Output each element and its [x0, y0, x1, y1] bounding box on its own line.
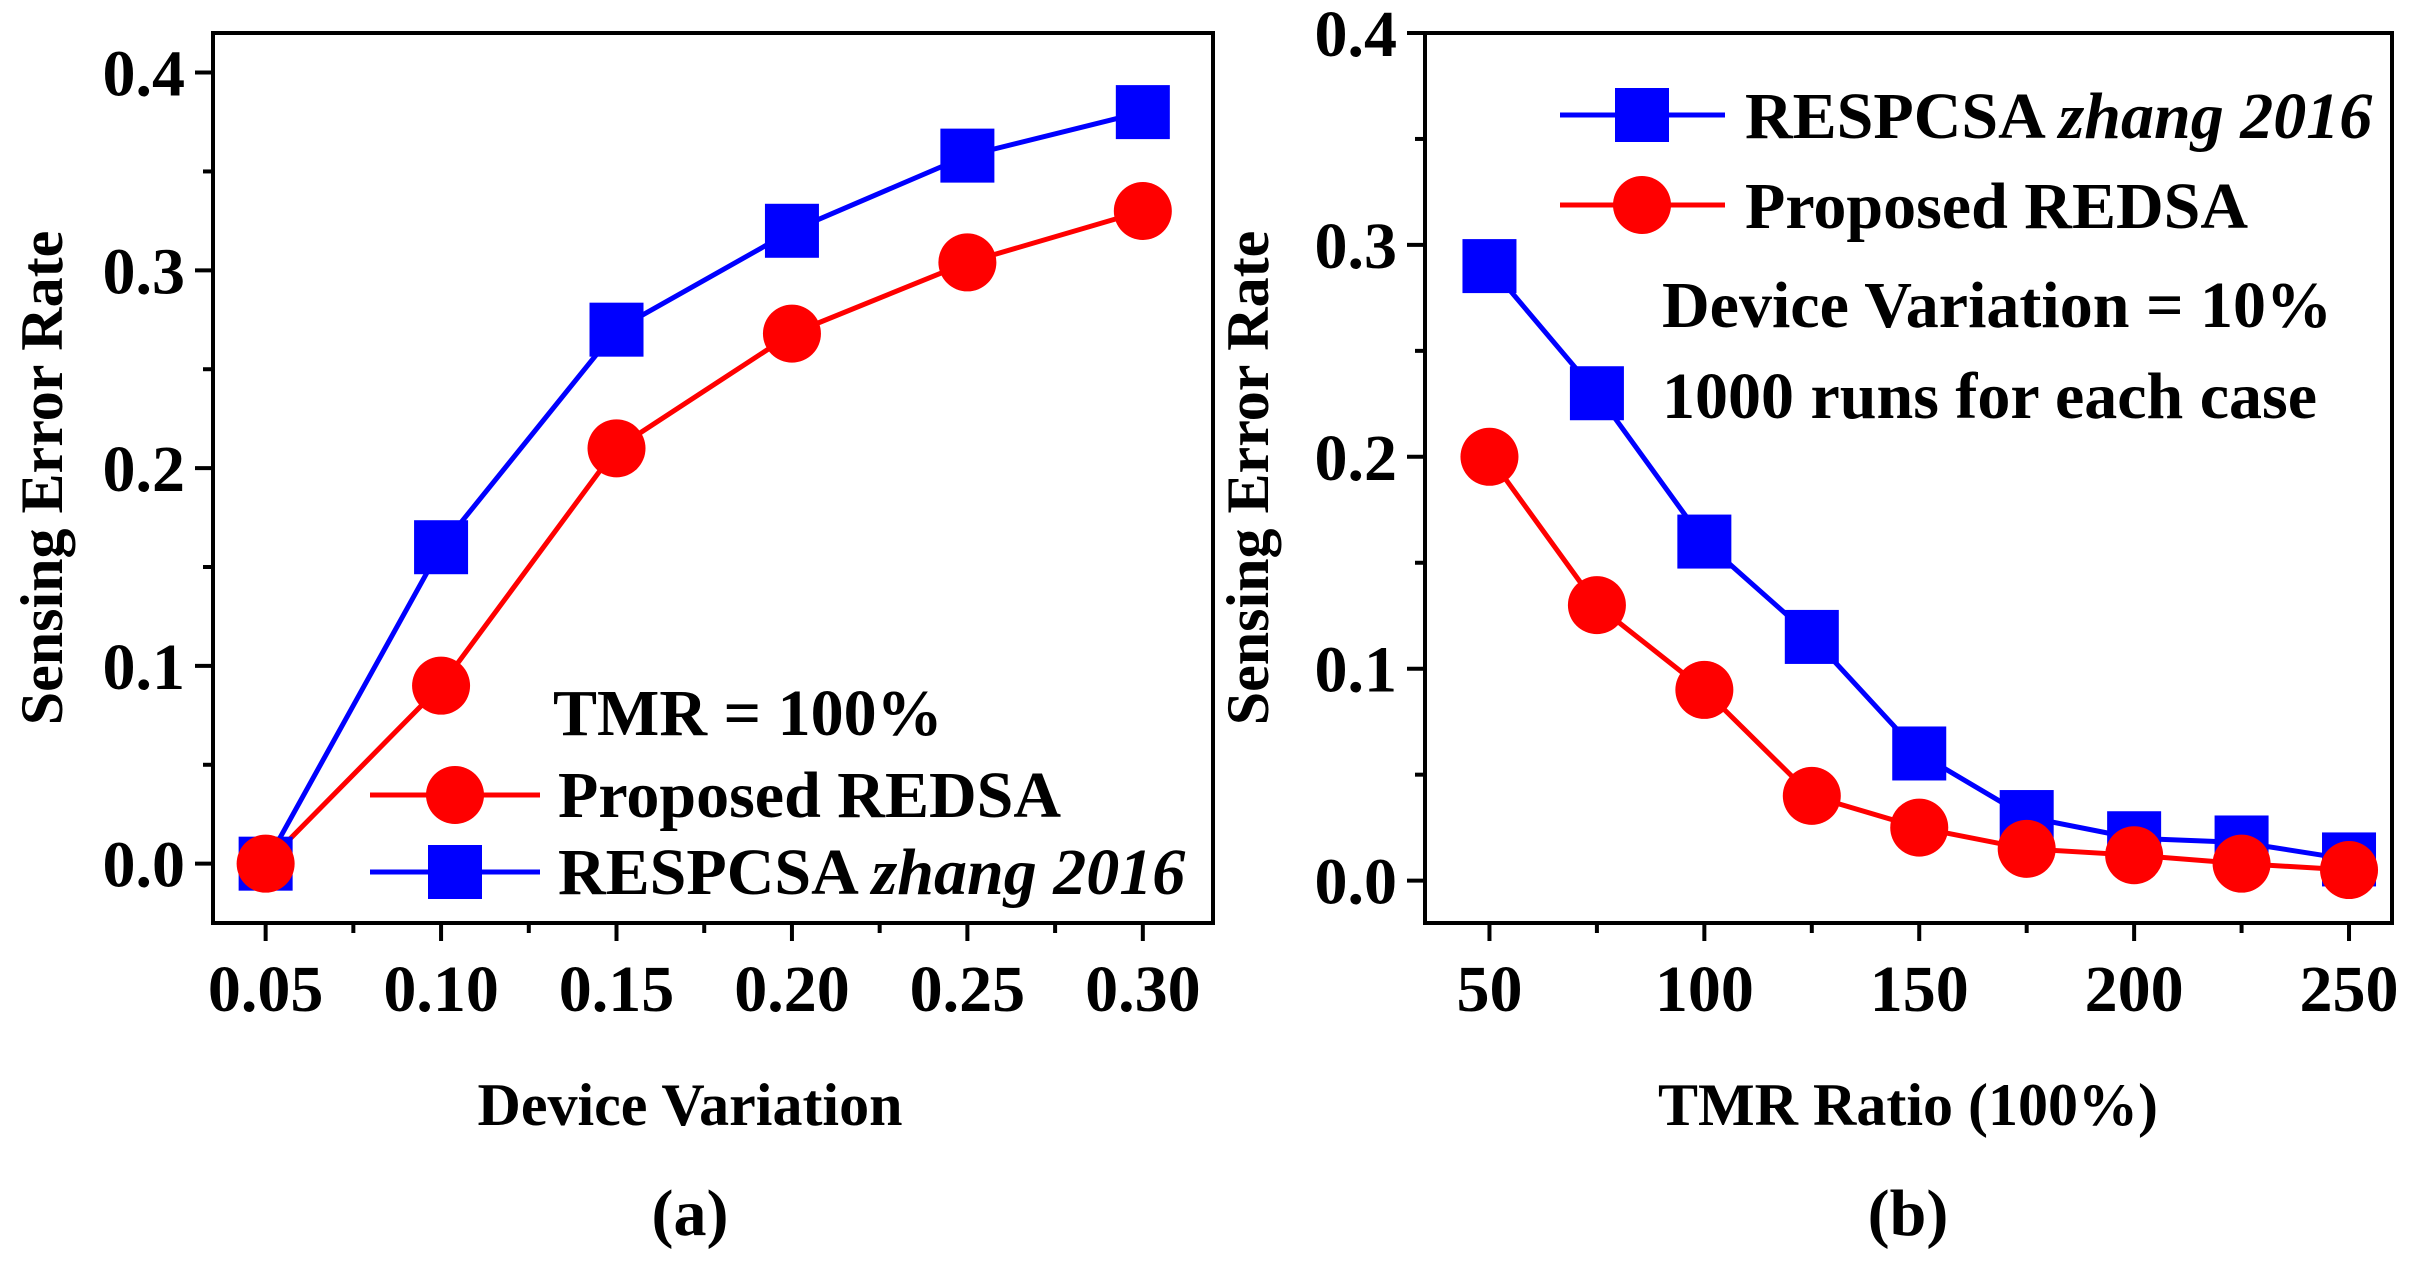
- chart-a-legend-entry-respcsa: RESPCSA zhang 2016: [370, 836, 1185, 909]
- chart-b-x-tick-label: 250: [2300, 953, 2399, 1026]
- chart-a-point-respcsa: [589, 302, 644, 357]
- chart-a-legend-marker-redsa: [426, 766, 484, 824]
- chart-b-legend-entry-redsa: Proposed REDSA: [1560, 170, 2248, 243]
- chart-b-x-tick-label: 50: [1456, 953, 1522, 1026]
- chart-b-legend-marker-respcsa: [1615, 88, 1669, 142]
- chart-a-point-redsa: [587, 419, 646, 478]
- chart-b-point-respcsa: [1892, 726, 1947, 781]
- chart-a-legend: TMR = 100% Proposed REDSA RESPCSA zhang …: [370, 677, 1185, 909]
- chart-a-point-respcsa: [764, 203, 819, 258]
- chart-b: 50 100 150 200 250 0.0 0.1 0.2 0.3 0.4 T…: [1215, 0, 2399, 1250]
- chart-a-x-tick-label: 0.30: [1085, 953, 1201, 1026]
- chart-a-tick-labels: 0.05 0.10 0.15 0.20 0.25 0.30 0.0 0.1 0.…: [103, 38, 1201, 1026]
- chart-a-y-tick-label: 0.1: [103, 631, 186, 704]
- chart-a-legend-label-respcsa: RESPCSA zhang 2016: [558, 836, 1185, 909]
- chart-a-point-redsa: [236, 834, 295, 893]
- chart-b-series: [1460, 239, 2379, 900]
- chart-a-legend-label-redsa: Proposed REDSA: [558, 759, 1061, 832]
- chart-a-x-tick-label: 0.25: [910, 953, 1026, 1026]
- chart-a-x-tick-label: 0.05: [208, 953, 324, 1026]
- chart-a-y-tick-label: 0.2: [103, 433, 186, 506]
- chart-a-x-tick-label: 0.15: [559, 953, 675, 1026]
- chart-a-y-tick-label: 0.4: [103, 38, 186, 111]
- chart-a-y-tick-label: 0.3: [103, 235, 186, 308]
- chart-a-point-respcsa: [414, 520, 469, 575]
- chart-a-x-tick-label: 0.10: [383, 953, 499, 1026]
- chart-a-point-redsa: [412, 656, 471, 715]
- chart-a-series-line-redsa: [263, 208, 1144, 866]
- chart-b-legend-label-respcsa: RESPCSA zhang 2016: [1745, 80, 2372, 153]
- chart-b-annotation-runs: 1000 runs for each case: [1662, 360, 2317, 433]
- chart-b-y-tick-label: 0.4: [1315, 0, 1398, 71]
- chart-b-tick-labels: 50 100 150 200 250 0.0 0.1 0.2 0.3 0.4: [1315, 0, 2399, 1026]
- chart-a: 0.05 0.10 0.15 0.20 0.25 0.30 0.0 0.1 0.…: [9, 31, 1215, 1250]
- chart-a-y-axis-title: Sensing Error Rate: [9, 231, 75, 725]
- chart-b-point-redsa: [1460, 427, 1519, 486]
- chart-b-point-redsa: [2105, 826, 2164, 885]
- chart-b-point-redsa: [1675, 660, 1734, 719]
- chart-b-legend-entry-respcsa: RESPCSA zhang 2016: [1560, 80, 2372, 153]
- chart-a-y-tick-label: 0.0: [103, 829, 186, 902]
- chart-a-point-redsa: [938, 233, 997, 292]
- chart-b-x-axis-title: TMR Ratio (100%): [1658, 1072, 2158, 1138]
- chart-b-y-tick-label: 0.3: [1315, 210, 1398, 283]
- chart-a-ticks: [195, 70, 1145, 941]
- chart-a-point-respcsa: [1115, 85, 1170, 140]
- chart-b-y-tick-label: 0.2: [1315, 422, 1398, 495]
- chart-b-point-respcsa: [1462, 239, 1517, 294]
- chart-b-point-respcsa: [1569, 366, 1624, 421]
- chart-a-annotation: TMR = 100%: [553, 677, 943, 750]
- chart-b-point-redsa: [2212, 834, 2271, 893]
- chart-b-x-tick-label: 150: [1870, 953, 1969, 1026]
- chart-b-point-redsa: [2320, 841, 2379, 900]
- chart-a-x-axis-title: Device Variation: [478, 1072, 903, 1138]
- chart-b-point-respcsa: [1784, 609, 1839, 664]
- chart-b-point-redsa: [1782, 766, 1841, 825]
- chart-b-y-tick-label: 0.0: [1315, 846, 1398, 919]
- chart-b-point-redsa: [1890, 798, 1949, 857]
- chart-a-point-respcsa: [940, 128, 995, 183]
- chart-b-y-tick-label: 0.1: [1315, 634, 1398, 707]
- chart-a-point-redsa: [1113, 182, 1172, 240]
- chart-b-legend-marker-redsa: [1613, 176, 1671, 234]
- chart-a-plot-frame: [211, 31, 1215, 925]
- chart-a-legend-marker-respcsa: [428, 845, 482, 899]
- chart-b-x-tick-label: 200: [2085, 953, 2184, 1026]
- chart-b-x-tick-label: 100: [1655, 953, 1754, 1026]
- chart-b-y-axis-title: Sensing Error Rate: [1215, 231, 1281, 725]
- chart-b-legend: RESPCSA zhang 2016 Proposed REDSA Device…: [1560, 80, 2372, 433]
- chart-a-legend-entry-redsa: Proposed REDSA: [370, 759, 1061, 832]
- chart-a-series: [236, 85, 1172, 893]
- chart-b-point-respcsa: [1677, 514, 1732, 569]
- chart-b-legend-label-redsa: Proposed REDSA: [1745, 170, 2248, 243]
- chart-b-ticks: [1407, 31, 2352, 941]
- chart-b-caption: (b): [1868, 1177, 1949, 1250]
- chart-a-x-tick-label: 0.20: [734, 953, 850, 1026]
- chart-b-point-redsa: [1997, 819, 2056, 878]
- chart-a-caption: (a): [652, 1177, 729, 1250]
- chart-b-annotation-device-variation: Device Variation = 10%: [1662, 269, 2332, 342]
- chart-a-series-line-respcsa: [263, 109, 1144, 865]
- chart-b-point-redsa: [1567, 576, 1626, 635]
- chart-a-point-redsa: [762, 304, 821, 363]
- chart-b-plot-frame: [1423, 31, 2394, 925]
